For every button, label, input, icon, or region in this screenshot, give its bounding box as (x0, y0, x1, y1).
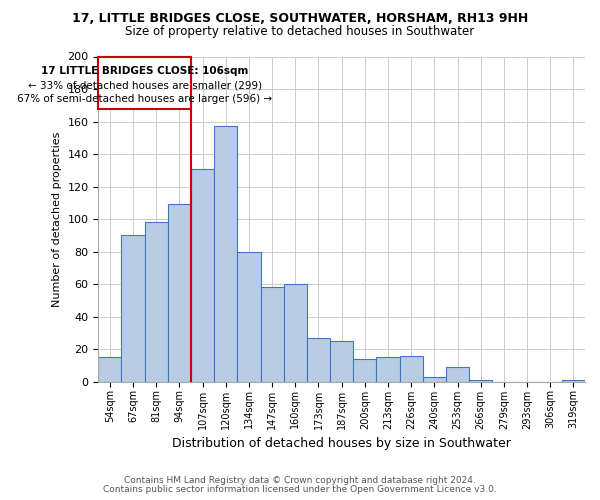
Bar (284, 284, 307, 382)
Bar (121, 236, 145, 382)
Bar (307, 338, 330, 382)
FancyBboxPatch shape (98, 56, 191, 108)
Text: 17 LITTLE BRIDGES CLOSE: 106sqm: 17 LITTLE BRIDGES CLOSE: 106sqm (41, 66, 248, 76)
Bar (562, 380, 585, 382)
Bar (98, 358, 121, 382)
Text: Contains HM Land Registry data © Crown copyright and database right 2024.: Contains HM Land Registry data © Crown c… (124, 476, 476, 485)
Bar (260, 288, 284, 382)
Bar (423, 377, 446, 382)
Bar (145, 222, 168, 382)
X-axis label: Distribution of detached houses by size in Southwater: Distribution of detached houses by size … (172, 437, 511, 450)
Text: 17, LITTLE BRIDGES CLOSE, SOUTHWATER, HORSHAM, RH13 9HH: 17, LITTLE BRIDGES CLOSE, SOUTHWATER, HO… (72, 12, 528, 26)
Bar (330, 341, 353, 382)
Bar (446, 367, 469, 382)
Text: ← 33% of detached houses are smaller (299): ← 33% of detached houses are smaller (29… (28, 81, 262, 91)
Text: 67% of semi-detached houses are larger (596) →: 67% of semi-detached houses are larger (… (17, 94, 272, 104)
Bar (191, 168, 214, 382)
Bar (214, 126, 238, 382)
Bar (168, 204, 191, 382)
Bar (353, 359, 376, 382)
Bar (400, 356, 423, 382)
Bar (238, 252, 260, 382)
Text: Size of property relative to detached houses in Southwater: Size of property relative to detached ho… (125, 25, 475, 38)
Bar (469, 380, 492, 382)
Text: Contains public sector information licensed under the Open Government Licence v3: Contains public sector information licen… (103, 485, 497, 494)
Y-axis label: Number of detached properties: Number of detached properties (52, 132, 62, 307)
Bar (376, 358, 400, 382)
